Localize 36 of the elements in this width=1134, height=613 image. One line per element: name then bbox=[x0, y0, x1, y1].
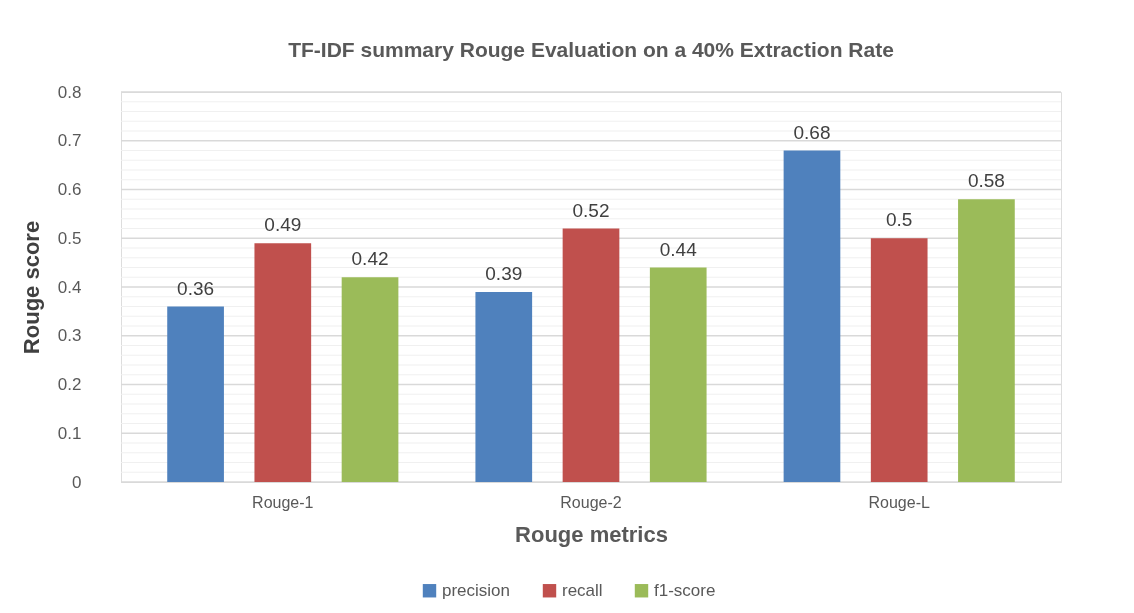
x-tick-label: Rouge-1 bbox=[252, 493, 314, 511]
bar bbox=[254, 243, 312, 482]
data-label: 0.49 bbox=[264, 214, 302, 236]
chart-title: TF-IDF summary Rouge Evaluation on a 40% Extraction Rate bbox=[288, 38, 894, 61]
bar bbox=[341, 277, 399, 482]
y-tick-label: 0.8 bbox=[57, 82, 82, 102]
y-tick-label: 0.3 bbox=[57, 326, 82, 346]
data-label: 0.42 bbox=[351, 248, 389, 270]
bar bbox=[167, 306, 224, 482]
data-label: 0.58 bbox=[967, 170, 1005, 192]
data-label: 0.39 bbox=[485, 262, 523, 284]
data-label: 0.5 bbox=[885, 209, 913, 231]
y-tick-label: 0.4 bbox=[57, 277, 82, 297]
x-tick-label: Rouge-L bbox=[868, 493, 930, 511]
legend-label: precision bbox=[442, 580, 511, 600]
legend-label: recall bbox=[562, 580, 603, 600]
data-label: 0.68 bbox=[793, 121, 831, 143]
bar bbox=[783, 150, 841, 482]
y-axis-title: Rouge score bbox=[18, 220, 44, 355]
y-tick-label: 0.6 bbox=[57, 180, 82, 199]
bar bbox=[562, 228, 620, 482]
legend-label: f1-score bbox=[654, 580, 716, 600]
bar bbox=[475, 291, 533, 482]
bar bbox=[958, 199, 1015, 482]
y-tick-label: 0.5 bbox=[57, 228, 82, 248]
bar bbox=[870, 238, 928, 482]
x-tick-label: Rouge-2 bbox=[560, 493, 622, 511]
data-label: 0.44 bbox=[659, 238, 698, 260]
y-tick-label: 0.7 bbox=[57, 131, 82, 151]
y-tick-label: 0.1 bbox=[57, 423, 82, 443]
x-axis-title: Rouge metrics bbox=[515, 521, 668, 547]
data-label: 0.36 bbox=[177, 277, 215, 299]
y-tick-label: 0 bbox=[72, 472, 82, 492]
bar bbox=[649, 267, 707, 482]
y-tick-label: 0.2 bbox=[57, 375, 82, 394]
data-label: 0.52 bbox=[572, 199, 610, 221]
